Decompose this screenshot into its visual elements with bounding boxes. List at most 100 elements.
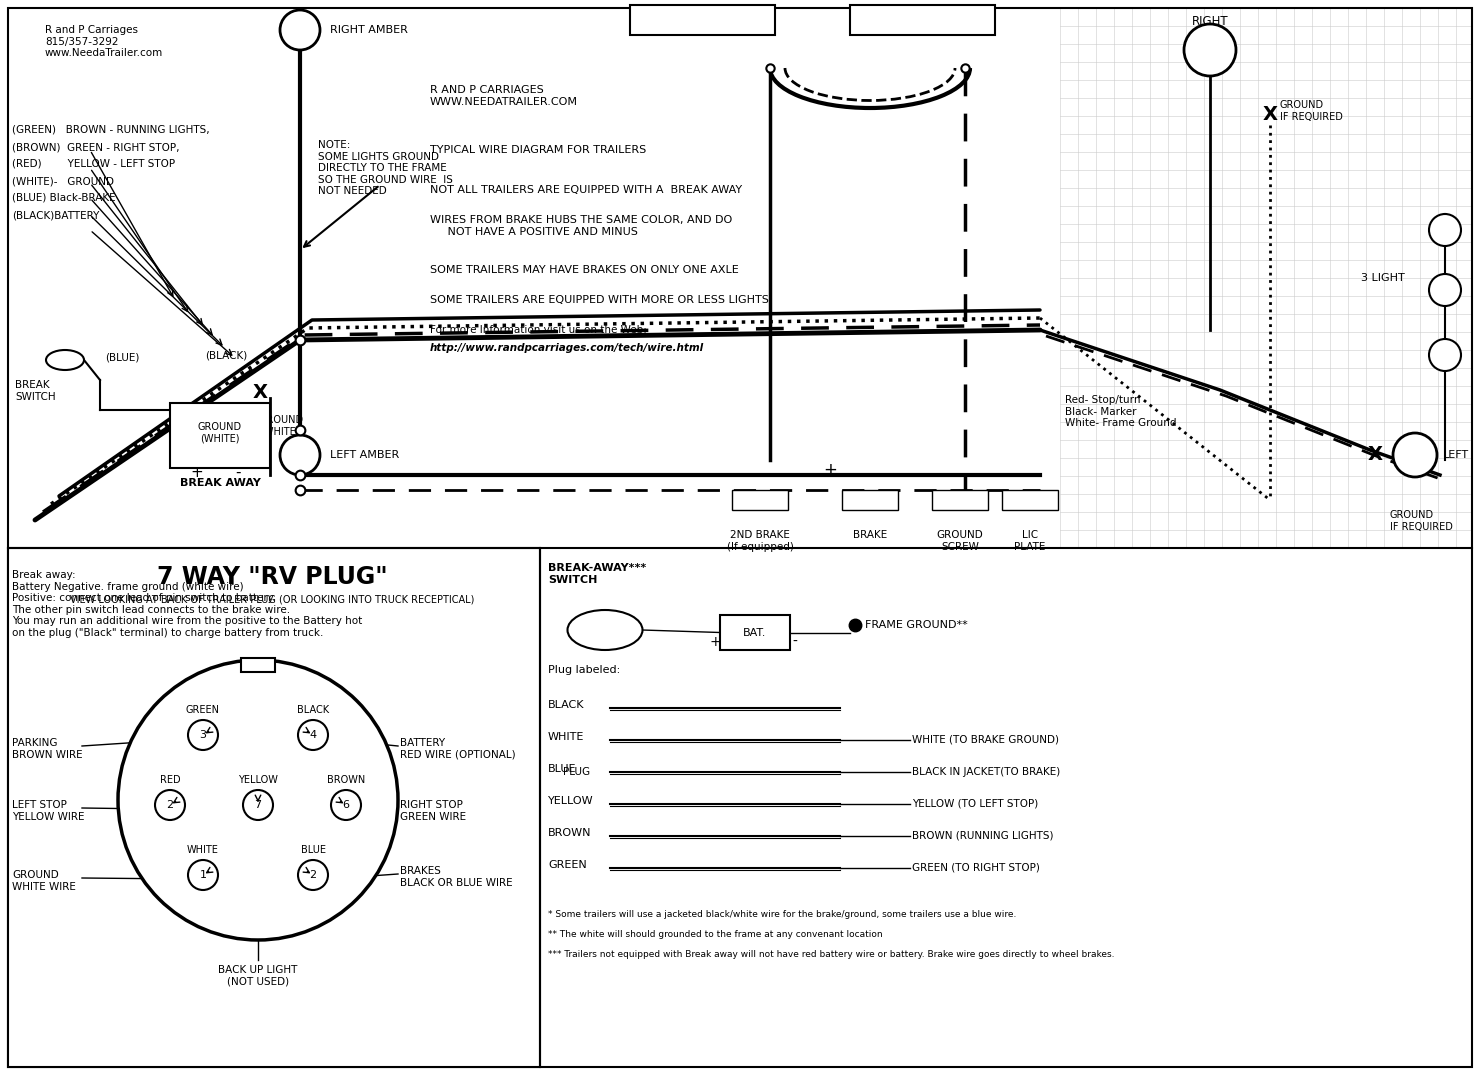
Text: FRAME GROUND**: FRAME GROUND** <box>864 620 968 630</box>
Text: RIGHT AMBER: RIGHT AMBER <box>330 25 408 35</box>
Circle shape <box>1393 433 1437 477</box>
Bar <box>719 615 790 650</box>
Text: NOT ALL TRAILERS ARE EQUIPPED WITH A  BREAK AWAY: NOT ALL TRAILERS ARE EQUIPPED WITH A BRE… <box>431 185 741 195</box>
Text: GROUND
(WHITE): GROUND (WHITE) <box>260 415 303 436</box>
Text: 1: 1 <box>200 870 207 880</box>
Text: 2: 2 <box>166 800 173 809</box>
Circle shape <box>243 790 272 820</box>
Text: Break away:
Battery Negative. frame ground (white wire)
Positive: connect one le: Break away: Battery Negative. frame grou… <box>12 570 363 637</box>
Text: BATTERY
RED WIRE (OPTIONAL): BATTERY RED WIRE (OPTIONAL) <box>400 739 515 760</box>
Bar <box>630 5 776 35</box>
Text: R and P Carriages
815/357-3292
www.NeedaTrailer.com: R and P Carriages 815/357-3292 www.Needa… <box>44 25 163 58</box>
Text: 2ND BRAKE
(If equipped): 2ND BRAKE (If equipped) <box>727 530 793 551</box>
Text: 7 WAY "RV PLUG": 7 WAY "RV PLUG" <box>157 565 388 589</box>
Text: 2: 2 <box>309 870 317 880</box>
Text: WHITE: WHITE <box>186 845 219 855</box>
Text: GROUND
WHITE WIRE: GROUND WHITE WIRE <box>12 870 75 891</box>
Text: (BLACK): (BLACK) <box>206 350 247 360</box>
Text: X: X <box>253 384 268 402</box>
Text: GREEN (TO RIGHT STOP): GREEN (TO RIGHT STOP) <box>912 863 1040 873</box>
Text: GREEN: GREEN <box>186 705 221 715</box>
Text: X: X <box>1262 105 1277 125</box>
Text: Red- Stop/turn
Black- Marker
White- Frame Ground: Red- Stop/turn Black- Marker White- Fram… <box>1066 395 1177 428</box>
Text: R AND P CARRIAGES
WWW.NEEDATRAILER.COM: R AND P CARRIAGES WWW.NEEDATRAILER.COM <box>431 85 579 106</box>
Ellipse shape <box>46 350 84 370</box>
Text: BROWN: BROWN <box>327 775 366 785</box>
Text: http://www.randpcarriages.com/tech/wire.html: http://www.randpcarriages.com/tech/wire.… <box>431 343 704 353</box>
Text: GROUND
(WHITE): GROUND (WHITE) <box>198 422 243 444</box>
Circle shape <box>1430 274 1461 306</box>
Circle shape <box>188 860 218 890</box>
Text: *** Trailers not equipped with Break away will not have red battery wire or batt: *** Trailers not equipped with Break awa… <box>548 950 1114 959</box>
Text: RIGHT: RIGHT <box>1191 15 1228 28</box>
Text: BRAKES
BLACK OR BLUE WIRE: BRAKES BLACK OR BLUE WIRE <box>400 866 512 888</box>
Text: 4: 4 <box>309 730 317 740</box>
Text: GROUND
IF REQUIRED: GROUND IF REQUIRED <box>1280 100 1342 121</box>
Text: BREAK-AWAY***
SWITCH: BREAK-AWAY*** SWITCH <box>548 563 647 585</box>
Text: (BLUE) Black-BRAKE: (BLUE) Black-BRAKE <box>12 194 115 203</box>
Text: X: X <box>1368 445 1382 464</box>
Text: PARKING
BROWN WIRE: PARKING BROWN WIRE <box>12 739 83 760</box>
Text: -: - <box>793 635 798 649</box>
Circle shape <box>188 720 218 750</box>
Text: For more Information visit us on the Web:: For more Information visit us on the Web… <box>431 325 647 335</box>
Text: BAT.: BAT. <box>743 628 767 637</box>
Bar <box>170 403 269 468</box>
Text: LIC
PLATE: LIC PLATE <box>1014 530 1046 551</box>
Text: YELLOW: YELLOW <box>238 775 278 785</box>
Text: 7: 7 <box>255 800 262 809</box>
Text: -: - <box>235 465 240 481</box>
Circle shape <box>280 10 320 51</box>
Text: YELLOW (TO LEFT STOP): YELLOW (TO LEFT STOP) <box>912 799 1039 809</box>
Bar <box>932 490 989 510</box>
Circle shape <box>297 720 329 750</box>
Text: YELLOW: YELLOW <box>548 796 593 806</box>
Text: +: + <box>189 465 203 481</box>
Text: BLUE: BLUE <box>300 845 326 855</box>
Bar <box>7 548 540 1067</box>
Text: BREAK AWAY: BREAK AWAY <box>179 478 260 488</box>
Bar <box>733 490 787 510</box>
Text: BROWN (RUNNING LIGHTS): BROWN (RUNNING LIGHTS) <box>912 831 1054 841</box>
Text: BRAKE: BRAKE <box>852 530 887 540</box>
Circle shape <box>1184 24 1236 76</box>
Text: (BLUE): (BLUE) <box>105 353 139 363</box>
Text: (RED)        YELLOW - LEFT STOP: (RED) YELLOW - LEFT STOP <box>12 159 175 169</box>
Text: SOME TRAILERS ARE EQUIPPED WITH MORE OR LESS LIGHTS: SOME TRAILERS ARE EQUIPPED WITH MORE OR … <box>431 295 770 305</box>
Text: (BROWN)  GREEN - RIGHT STOP,: (BROWN) GREEN - RIGHT STOP, <box>12 142 179 152</box>
Text: LEFT AMBER: LEFT AMBER <box>330 450 400 460</box>
Text: (GREEN)   BROWN - RUNNING LIGHTS,: (GREEN) BROWN - RUNNING LIGHTS, <box>12 125 210 135</box>
Circle shape <box>280 435 320 475</box>
Text: PLUG: PLUG <box>562 766 591 777</box>
Text: 3: 3 <box>200 730 207 740</box>
Circle shape <box>297 860 329 890</box>
Text: WIRES FROM BRAKE HUBS THE SAME COLOR, AND DO
     NOT HAVE A POSITIVE AND MINUS: WIRES FROM BRAKE HUBS THE SAME COLOR, AN… <box>431 215 733 236</box>
Text: 3 LIGHT: 3 LIGHT <box>1362 273 1405 283</box>
Circle shape <box>332 790 361 820</box>
Text: LEFT: LEFT <box>1443 450 1470 460</box>
Text: (WHITE)-   GROUND: (WHITE)- GROUND <box>12 176 114 186</box>
Text: BLACK: BLACK <box>297 705 329 715</box>
Bar <box>1002 490 1058 510</box>
Text: RIGHT STOP
GREEN WIRE: RIGHT STOP GREEN WIRE <box>400 800 466 821</box>
Text: Plug labeled:: Plug labeled: <box>548 665 620 675</box>
Text: +: + <box>709 635 721 649</box>
Text: BREAK
SWITCH: BREAK SWITCH <box>15 379 56 402</box>
Bar <box>241 658 275 672</box>
Text: * Some trailers will use a jacketed black/white wire for the brake/ground, some : * Some trailers will use a jacketed blac… <box>548 911 1017 919</box>
Circle shape <box>155 790 185 820</box>
Text: (BLACK)BATTERY: (BLACK)BATTERY <box>12 210 99 220</box>
Text: BLACK: BLACK <box>548 700 585 710</box>
Text: TYPICAL WIRE DIAGRAM FOR TRAILERS: TYPICAL WIRE DIAGRAM FOR TRAILERS <box>431 145 647 155</box>
Text: BLUE: BLUE <box>548 764 577 774</box>
Text: GREEN: GREEN <box>548 860 586 870</box>
Text: WHITE (TO BRAKE GROUND): WHITE (TO BRAKE GROUND) <box>912 735 1060 745</box>
Bar <box>850 5 995 35</box>
Text: RED: RED <box>160 775 181 785</box>
Text: SOME TRAILERS MAY HAVE BRAKES ON ONLY ONE AXLE: SOME TRAILERS MAY HAVE BRAKES ON ONLY ON… <box>431 266 739 275</box>
Text: +: + <box>823 461 836 479</box>
Text: ** The white will should grounded to the frame at any convenant location: ** The white will should grounded to the… <box>548 930 882 938</box>
Text: LEFT STOP
YELLOW WIRE: LEFT STOP YELLOW WIRE <box>12 800 84 821</box>
Text: GROUND
IF REQUIRED: GROUND IF REQUIRED <box>1390 510 1453 532</box>
Text: WHITE: WHITE <box>548 732 585 742</box>
